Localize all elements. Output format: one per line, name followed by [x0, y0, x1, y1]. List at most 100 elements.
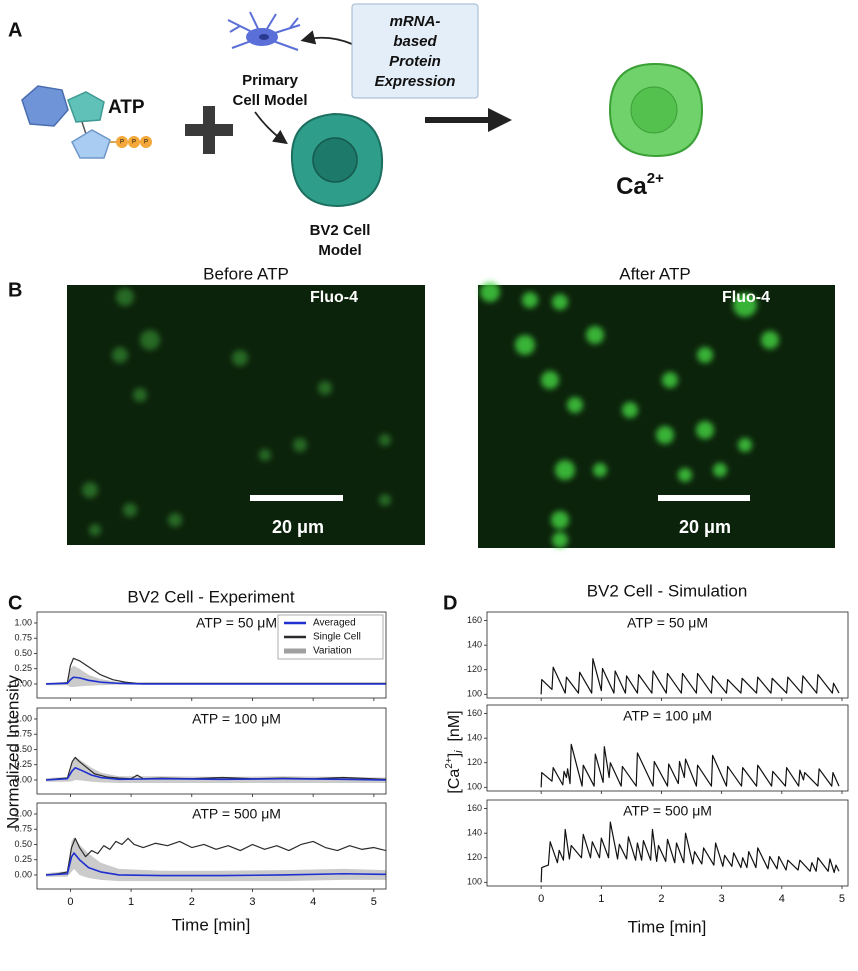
- x-tick-label: 1: [598, 893, 604, 905]
- plus-sign: [185, 106, 233, 154]
- line: [540, 743, 840, 788]
- calcium-label: Ca2+: [616, 170, 664, 200]
- y-tick-label: 0.50: [14, 744, 32, 754]
- plot-area: [540, 743, 840, 788]
- phosphate: P: [132, 140, 136, 146]
- atp-molecule: P P P: [21, 85, 152, 159]
- line: [46, 837, 386, 876]
- y-tick-label: 0.50: [14, 648, 32, 658]
- image-title: After ATP: [619, 264, 691, 283]
- mrna-text: Expression: [375, 73, 456, 90]
- y-tick-label: 0.75: [14, 633, 32, 643]
- atp-label: ATP: [108, 97, 145, 118]
- y-tick-label: 100: [467, 689, 482, 699]
- mrna-box: [351, 3, 479, 99]
- y-tick-label: 120: [467, 757, 482, 767]
- y-axis-label: [Ca2+]i [nM]: [444, 710, 465, 793]
- variation-band: [46, 837, 386, 882]
- x-tick-label: 3: [719, 893, 725, 905]
- y-tick-label: 140: [467, 640, 482, 650]
- axes-frame: [36, 707, 387, 795]
- mrna-text: based: [393, 33, 437, 50]
- panel-label: D: [443, 592, 457, 614]
- line: [46, 852, 386, 877]
- y-tick-label: 120: [467, 664, 482, 674]
- scale-label: 20 μm: [272, 517, 324, 537]
- legend-label: Variation: [313, 646, 352, 657]
- chart-title: BV2 Cell - Simulation: [587, 581, 748, 600]
- micrograph: [67, 285, 425, 545]
- panel-label: A: [8, 19, 22, 41]
- y-tick-label: 0.00: [14, 774, 32, 784]
- scale-label: 20 μm: [679, 517, 731, 537]
- subplot-annotation: ATP = 50 μM: [627, 615, 708, 631]
- plot-area: [540, 821, 840, 883]
- y-tick-label: 160: [467, 803, 482, 813]
- stain-label: Fluo-4: [310, 289, 358, 306]
- y-tick-label: 0.75: [14, 729, 32, 739]
- x-axis-label: Time [min]: [172, 915, 251, 934]
- subplot-annotation: ATP = 50 μM: [196, 615, 277, 631]
- line: [46, 766, 386, 781]
- x-tick-label: 0: [67, 896, 73, 908]
- scale-bar: [250, 495, 343, 501]
- x-tick-label: 2: [658, 893, 664, 905]
- y-tick-label: 120: [467, 852, 482, 862]
- primary-cell-label: Cell Model: [232, 92, 307, 109]
- activated-cell: [608, 62, 704, 158]
- y-tick-label: 140: [467, 828, 482, 838]
- y-tick-label: 0.00: [14, 678, 32, 688]
- y-tick-label: 1.00: [14, 617, 32, 627]
- plot-area: [46, 657, 386, 688]
- arrow: [300, 30, 353, 45]
- cells: [82, 288, 391, 536]
- y-tick-label: 0.75: [14, 824, 32, 834]
- line: [540, 821, 840, 883]
- y-tick-label: 0.25: [14, 759, 32, 769]
- y-tick-label: 100: [467, 877, 482, 887]
- panel-label: C: [8, 592, 22, 614]
- neuron-icon: [227, 11, 301, 51]
- plot-area: [540, 658, 840, 695]
- axes-frame: [486, 799, 849, 887]
- phosphate: P: [120, 140, 124, 146]
- primary-cell-label: Primary: [242, 72, 299, 89]
- mrna-text: Protein: [389, 53, 441, 70]
- y-tick-label: 140: [467, 733, 482, 743]
- x-tick-label: 2: [189, 896, 195, 908]
- axes-frame: [36, 802, 387, 890]
- plot-area: [46, 837, 386, 882]
- variation-band: [46, 665, 386, 688]
- y-tick-label: 160: [467, 615, 482, 625]
- subplot-annotation: ATP = 500 μM: [623, 803, 712, 819]
- arrow: [254, 111, 288, 145]
- legend-label: Single Cell: [313, 632, 361, 643]
- variation-band: [46, 756, 386, 784]
- bv2-cell: [290, 112, 384, 208]
- image-title: Before ATP: [203, 264, 289, 283]
- y-axis-label: Normalized Intensity: [3, 675, 22, 830]
- subplot-annotation: ATP = 500 μM: [192, 806, 281, 822]
- chart-title: BV2 Cell - Experiment: [127, 587, 295, 606]
- y-tick-label: 1.00: [14, 808, 32, 818]
- cells: [480, 282, 779, 548]
- x-tick-label: 4: [310, 896, 316, 908]
- x-tick-label: 0: [538, 893, 544, 905]
- x-tick-label: 3: [249, 896, 255, 908]
- panel-label: B: [8, 279, 22, 301]
- bv2-label: Model: [318, 242, 361, 259]
- x-tick-label: 5: [371, 896, 377, 908]
- legend-label: Averaged: [313, 618, 356, 629]
- y-tick-label: 0.00: [14, 869, 32, 879]
- x-axis-label: Time [min]: [628, 917, 707, 936]
- axes-frame: [486, 704, 849, 792]
- y-tick-label: 0.50: [14, 839, 32, 849]
- plot-area: [46, 756, 386, 784]
- mrna-text: mRNA-: [390, 13, 441, 30]
- bv2-label: BV2 Cell: [310, 222, 371, 239]
- y-tick-label: 0.25: [14, 663, 32, 673]
- y-tick-label: 0.25: [14, 854, 32, 864]
- y-tick-label: 160: [467, 708, 482, 718]
- subplot-annotation: ATP = 100 μM: [192, 711, 281, 727]
